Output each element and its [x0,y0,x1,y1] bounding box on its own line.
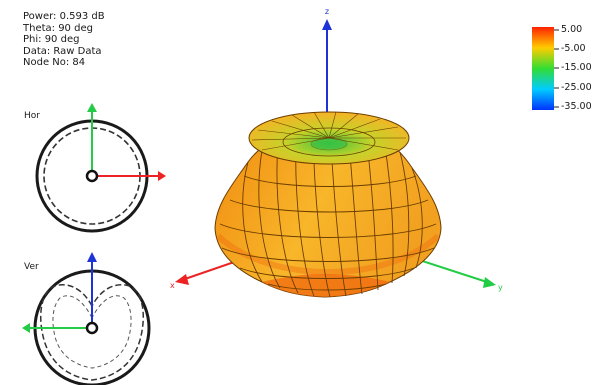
vertical-origin-marker [85,321,99,335]
scale-label-3: -15.00 [561,62,592,73]
scale-label-1: 5.00 [561,24,583,35]
y-axis-arrow-icon [483,277,496,288]
vertical-z-arrow-icon [87,252,97,262]
vertical-cut-label: Ver [24,262,39,272]
y-axis-label: y [498,283,503,292]
vertical-cut-plot [22,252,151,385]
scale-label-4: -25.00 [561,82,592,93]
data-source-readout: Data: Raw Data [23,45,102,57]
horizontal-cut-label: Hor [24,111,40,121]
horizontal-x-arrow-icon [158,171,166,181]
node-readout: Node No: 84 [23,57,86,69]
power-readout: Power: 0.593 dB [23,11,105,22]
radiation-pattern-3d[interactable] [214,111,442,298]
pattern-top-ring [282,127,376,157]
horizontal-origin-marker [85,169,99,183]
color-scale-bar [532,27,554,110]
horizontal-y-arrow-icon [87,103,97,112]
pattern-top-dimple [310,137,348,151]
scale-label-5: -35.00 [561,101,592,112]
x-axis-arrow-icon [175,274,189,285]
z-axis-label: z [325,7,329,16]
vertical-inner-trace [52,295,132,369]
pattern-top-spokes [251,111,406,151]
readout-panel: Power: 0.593 dB Theta: 90 deg Phi: 90 de… [23,11,105,69]
x-axis-label: x [170,281,175,290]
color-scale-ticks [554,29,559,108]
z-axis-arrow-icon [322,19,332,30]
vertical-pattern-trace [39,284,145,381]
horizontal-cut-plot [35,103,166,233]
vertical-y-arrow-icon [22,323,30,333]
pattern-lower-lobe [262,274,390,297]
phi-readout: Phi: 90 deg [23,34,80,46]
scale-label-2: -5.00 [561,43,586,54]
theta-readout: Theta: 90 deg [23,22,93,34]
